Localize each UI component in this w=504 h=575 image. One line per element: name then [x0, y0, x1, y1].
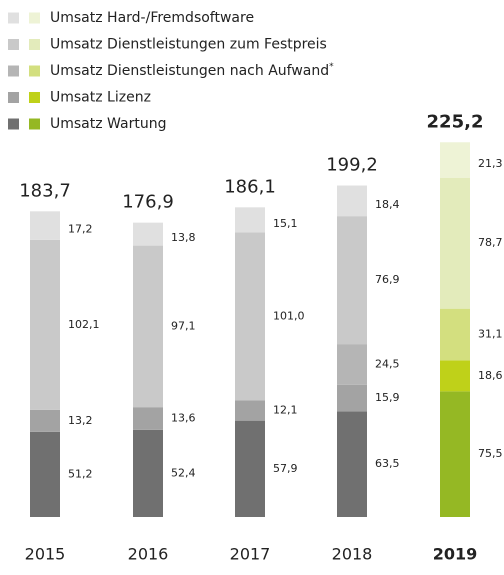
legend-swatch — [29, 118, 40, 130]
legend-label: Umsatz Lizenz — [50, 90, 151, 106]
footnote-marker: * — [329, 62, 334, 72]
legend-label: Umsatz Dienstleistungen zum Festpreis — [50, 37, 327, 53]
segment-label: 21,3 — [478, 157, 503, 170]
segment-label: 75,5 — [478, 447, 503, 460]
total-label: 176,9 — [122, 192, 174, 213]
legend-label: Umsatz Dienstleistungen nach Aufwand* — [50, 62, 334, 80]
legend-swatch — [8, 118, 19, 130]
bar-segment — [30, 409, 60, 432]
segment-label: 15,9 — [375, 391, 400, 404]
segment-label: 102,1 — [68, 318, 100, 331]
segment-label: 12,1 — [273, 404, 298, 417]
segment-label: 76,9 — [375, 273, 400, 286]
legend-text: Umsatz Dienstleistungen zum Festpreis — [50, 37, 327, 53]
segment-label: 17,2 — [68, 223, 93, 236]
legend-swatch — [29, 12, 40, 24]
legend-text: Umsatz Dienstleistungen nach Aufwand — [50, 63, 329, 79]
segment-label: 13,6 — [171, 411, 196, 424]
bar-segment — [133, 222, 163, 246]
total-label: 199,2 — [326, 155, 378, 176]
segment-label: 78,7 — [478, 236, 503, 249]
bar-segment — [337, 344, 367, 385]
x-tick-label: 2016 — [128, 545, 169, 564]
legend-swatch — [8, 92, 19, 103]
bar-segment — [235, 400, 265, 421]
segment-label: 57,9 — [273, 462, 298, 475]
segment-label: 18,4 — [375, 198, 400, 211]
x-tick-label: 2019 — [433, 545, 478, 564]
x-tick-label: 2015 — [25, 545, 66, 564]
bar-segment — [235, 232, 265, 401]
segment-label: 52,4 — [171, 466, 196, 479]
total-label: 225,2 — [427, 111, 484, 132]
legend-swatch — [29, 65, 40, 77]
bar-segment — [30, 211, 60, 240]
bar-segment — [30, 239, 60, 410]
segment-label: 18,6 — [478, 369, 503, 382]
total-label: 183,7 — [19, 180, 71, 201]
bar-segment — [235, 207, 265, 233]
segment-label: 63,5 — [375, 457, 400, 470]
bar-segment — [133, 429, 163, 517]
legend-swatch — [29, 92, 40, 103]
bar-segment — [30, 431, 60, 517]
legend-text: Umsatz Hard-/Fremdsoftware — [50, 10, 254, 26]
bar-segment — [440, 142, 470, 178]
segment-label: 51,2 — [68, 467, 93, 480]
segment-label: 101,0 — [273, 309, 305, 322]
x-tick-label: 2017 — [230, 545, 271, 564]
legend-label: Umsatz Wartung — [50, 116, 166, 132]
legend-swatch — [8, 65, 19, 77]
bar-segment — [133, 407, 163, 430]
bar-segment — [337, 411, 367, 517]
segment-label: 97,1 — [171, 319, 196, 332]
legend-swatch — [8, 12, 19, 24]
bar-segment — [337, 185, 367, 217]
legend-text: Umsatz Lizenz — [50, 90, 151, 106]
bar-segment — [440, 391, 470, 517]
bar-segment — [440, 177, 470, 309]
segment-label: 15,1 — [273, 217, 298, 230]
legend-label: Umsatz Hard-/Fremdsoftware — [50, 10, 254, 26]
bar-segment — [133, 245, 163, 408]
segment-label: 13,8 — [171, 231, 196, 244]
bar-segment — [235, 420, 265, 517]
total-label: 186,1 — [224, 176, 276, 197]
bar-segment — [440, 360, 470, 392]
legend-swatch — [8, 39, 19, 50]
legend-swatch — [29, 39, 40, 50]
bar-segment — [337, 384, 367, 412]
x-tick-label: 2018 — [332, 545, 373, 564]
segment-label: 31,1 — [478, 328, 503, 341]
legend-text: Umsatz Wartung — [50, 116, 166, 132]
bar-segment — [440, 308, 470, 361]
bar-segment — [337, 216, 367, 345]
segment-label: 13,2 — [68, 414, 93, 427]
segment-label: 24,5 — [375, 357, 400, 370]
